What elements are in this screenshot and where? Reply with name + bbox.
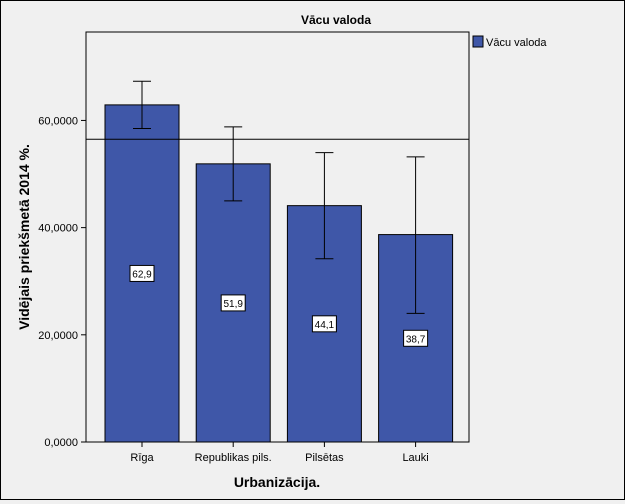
value-labels-group: 62,9 51,9 44,1 38,7 [129, 264, 429, 347]
value-label: 38,7 [406, 334, 426, 345]
value-label-box [220, 294, 246, 312]
x-axis: Rīga Republikas pils. Pilsētas Lauki [130, 442, 429, 464]
value-label: 44,1 [315, 320, 335, 331]
value-label: 62,9 [132, 269, 152, 280]
value-label: 51,9 [223, 299, 243, 310]
value-label-box [403, 329, 429, 347]
legend-swatch [472, 35, 484, 48]
y-tick-label: 40,0000 [38, 223, 78, 235]
x-tick-label: Pilsētas [305, 452, 344, 464]
x-tick-label: Republikas pils. [195, 452, 272, 464]
legend-label: Vācu valoda [486, 37, 547, 49]
legend: Vācu valoda [472, 35, 547, 49]
y-axis: 0,0000 20,0000 40,0000 60,0000 [38, 115, 86, 449]
x-axis-label: Urbanizācija. [234, 474, 320, 490]
value-label-box [311, 315, 337, 333]
value-label-box [129, 264, 155, 282]
y-axis-label: Vidējais priekšmetā 2014 %. [16, 144, 32, 330]
chart-title: Vācu valoda [301, 13, 371, 27]
y-tick-label: 0,0000 [44, 437, 78, 449]
y-tick-label: 60,0000 [38, 115, 78, 127]
x-tick-label: Lauki [402, 452, 428, 464]
y-tick-label: 20,0000 [38, 330, 78, 342]
x-tick-label: Rīga [130, 452, 154, 464]
